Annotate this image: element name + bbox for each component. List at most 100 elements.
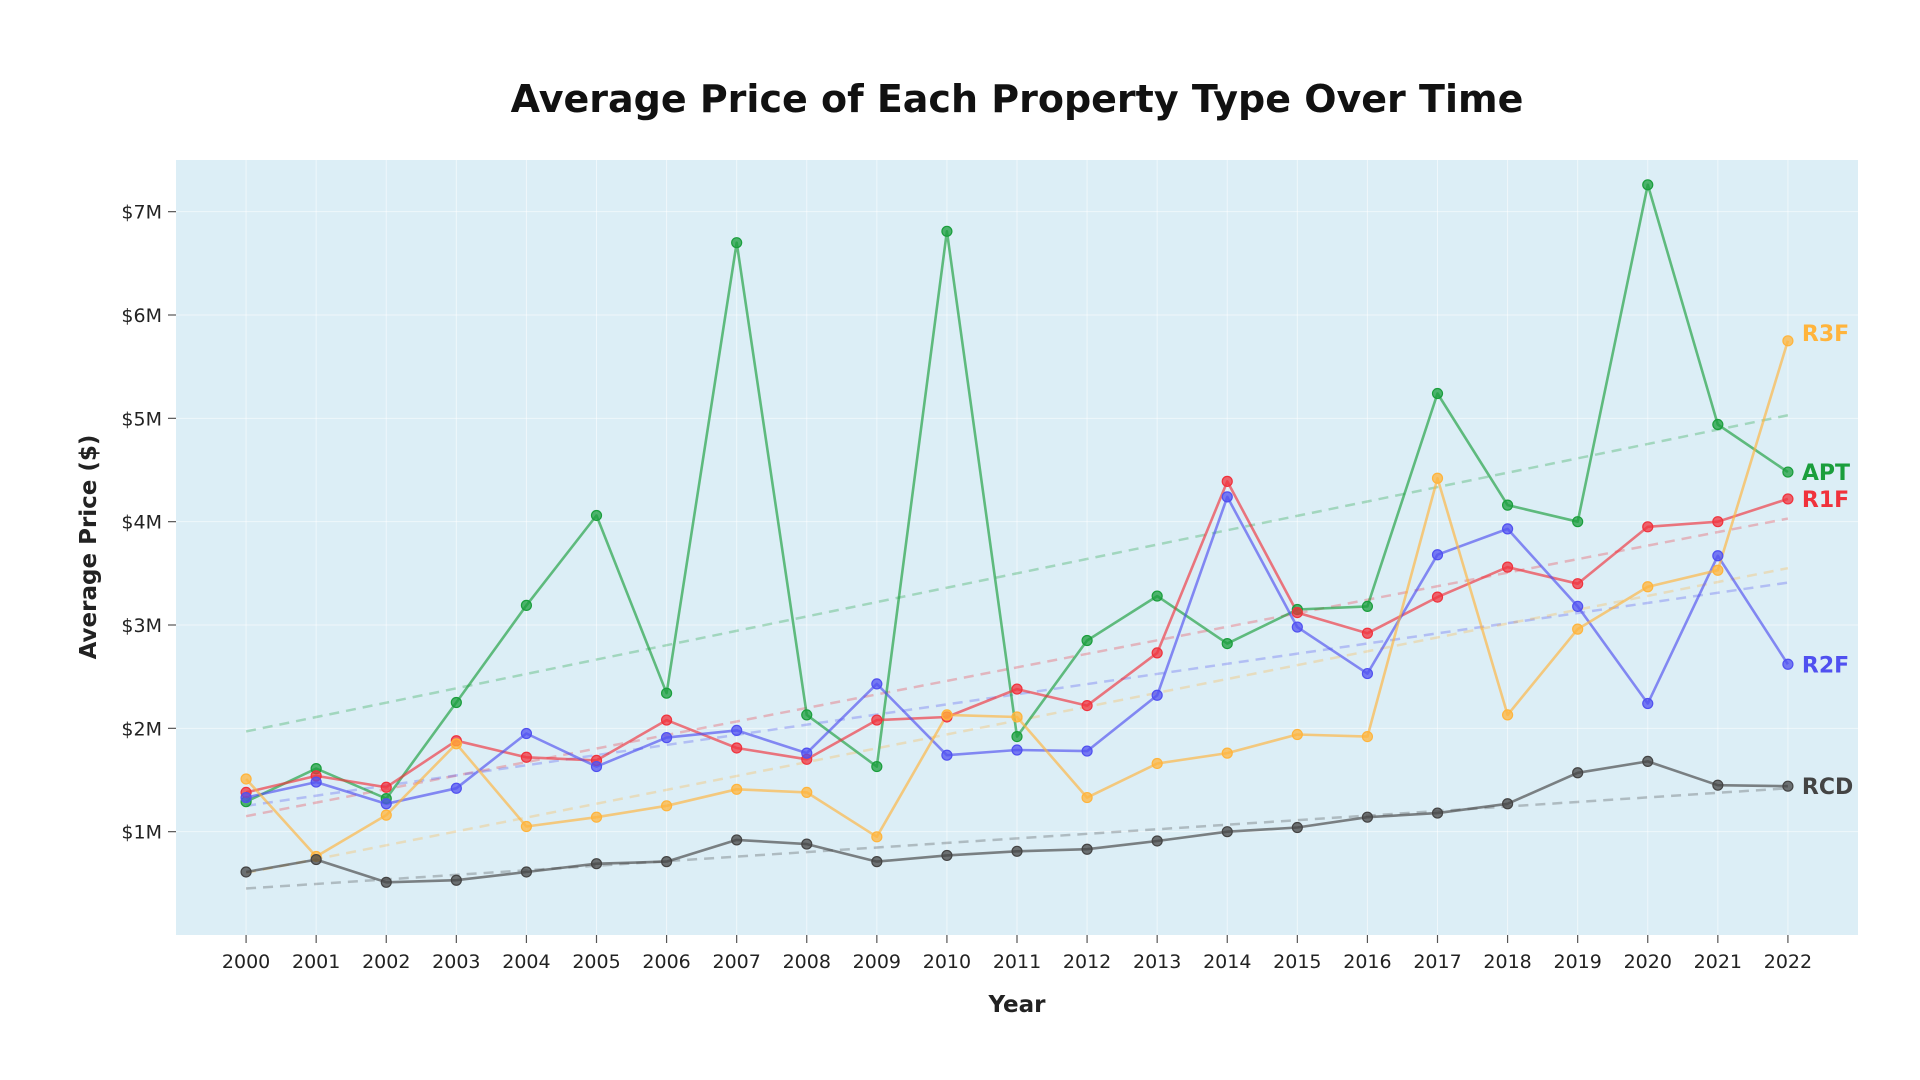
x-tick-label: 2013 — [1133, 951, 1181, 973]
data-point-apt — [871, 760, 883, 773]
data-point-apt — [1361, 600, 1374, 613]
data-point-rcd — [1642, 755, 1654, 768]
data-point-r3f — [590, 811, 603, 823]
series-label-r1f: R1F — [1802, 488, 1849, 513]
x-tick-label: 2017 — [1413, 951, 1461, 973]
data-point-r2f — [941, 749, 953, 761]
data-point-r3f — [1081, 791, 1093, 804]
trend-lines — [245, 414, 1789, 890]
data-point-r3f — [1642, 581, 1654, 593]
y-tick-label: $7M — [121, 202, 162, 224]
y-tick-label: $3M — [121, 615, 162, 637]
data-point-r2f — [1081, 745, 1093, 757]
data-point-r2f — [1151, 689, 1163, 701]
data-point-r1f — [1572, 578, 1584, 590]
data-point-rcd — [1081, 843, 1093, 855]
x-tick-label: 2002 — [362, 951, 410, 973]
x-tick-label: 2022 — [1764, 951, 1812, 973]
data-point-r3f — [871, 831, 883, 843]
x-tick-label: 2008 — [783, 951, 831, 973]
data-point-apt — [1221, 637, 1233, 650]
data-point-apt — [1642, 179, 1654, 191]
data-point-r3f — [450, 738, 462, 750]
data-point-r2f — [1712, 550, 1724, 562]
data-point-r1f — [1712, 516, 1724, 528]
x-tick-label: 2010 — [923, 951, 971, 973]
data-point-rcd — [941, 849, 953, 862]
data-point-rcd — [801, 838, 813, 850]
x-tick-label: 2006 — [642, 951, 690, 973]
data-point-rcd — [731, 834, 743, 846]
data-point-r1f — [1011, 683, 1023, 695]
data-point-r2f — [1221, 491, 1233, 503]
data-point-r2f — [1782, 658, 1794, 670]
x-tick-label: 2019 — [1553, 951, 1601, 973]
y-axis: $1M $2M $3M $4M $5M $6M $7M — [121, 202, 176, 844]
x-tick-label: 2015 — [1273, 951, 1321, 973]
data-point-rcd — [1361, 811, 1374, 823]
data-point-r1f — [1642, 521, 1654, 533]
data-point-rcd — [1011, 845, 1023, 857]
data-point-r3f — [1291, 728, 1303, 741]
x-tick-label: 2005 — [572, 951, 620, 973]
data-point-apt — [1712, 418, 1724, 431]
x-tick-label: 2009 — [853, 951, 901, 973]
data-point-r3f — [1712, 564, 1724, 576]
data-point-r1f — [1361, 627, 1374, 639]
data-point-r2f — [1501, 523, 1514, 535]
y-tick-label: $5M — [121, 408, 162, 430]
data-point-rcd — [520, 866, 533, 878]
y-tick-label: $1M — [121, 822, 162, 844]
data-point-r2f — [1291, 621, 1303, 633]
y-tick-label: $4M — [121, 512, 162, 534]
y-tick-label: $6M — [121, 305, 162, 327]
data-point-rcd — [1501, 798, 1514, 810]
data-point-apt — [1782, 466, 1794, 478]
data-point-r2f — [731, 724, 743, 737]
data-point-r1f — [1501, 561, 1514, 573]
data-point-r2f — [240, 791, 252, 804]
x-tick-label: 2000 — [222, 951, 270, 973]
x-tick-label: 2016 — [1343, 951, 1391, 973]
data-point-r2f — [660, 732, 673, 744]
data-point-rcd — [1151, 835, 1163, 847]
data-point-r3f — [1361, 730, 1374, 743]
data-point-r1f — [1431, 591, 1444, 603]
chart-title: Average Price of Each Property Type Over… — [511, 77, 1524, 121]
data-point-apt — [590, 509, 603, 522]
data-point-r2f — [801, 747, 813, 759]
data-point-rcd — [450, 874, 462, 886]
data-point-rcd — [1221, 826, 1233, 838]
data-point-apt — [801, 709, 813, 721]
data-point-apt — [520, 599, 533, 611]
x-tick-label: 2020 — [1624, 951, 1672, 973]
x-tick-label: 2014 — [1203, 951, 1251, 973]
data-point-r2f — [380, 798, 392, 810]
x-tick-label: 2004 — [502, 951, 550, 973]
data-point-rcd — [240, 866, 252, 878]
data-point-apt — [1501, 499, 1514, 511]
data-point-r3f — [1221, 747, 1233, 759]
x-tick-label: 2021 — [1694, 951, 1742, 973]
x-tick-label: 2001 — [292, 951, 340, 973]
data-point-r3f — [731, 783, 743, 795]
data-point-r1f — [1291, 606, 1303, 619]
trend-line-r1f — [245, 517, 1789, 818]
series-label-r3f: R3F — [1802, 322, 1849, 347]
trend-line-r2f — [245, 581, 1789, 808]
data-point-r3f — [660, 800, 673, 812]
data-point-r3f — [1011, 711, 1023, 723]
data-point-r2f — [520, 727, 533, 740]
data-point-apt — [1572, 516, 1584, 528]
series-label-r2f: R2F — [1802, 653, 1849, 678]
data-point-apt — [1081, 634, 1093, 647]
x-tick-label: 2012 — [1063, 951, 1111, 973]
data-point-r2f — [450, 782, 462, 794]
data-point-r1f — [1782, 493, 1794, 505]
data-point-rcd — [380, 876, 392, 888]
data-point-rcd — [1431, 807, 1444, 819]
x-tick-label: 2018 — [1483, 951, 1531, 973]
trend-line-rcd — [246, 787, 1788, 890]
